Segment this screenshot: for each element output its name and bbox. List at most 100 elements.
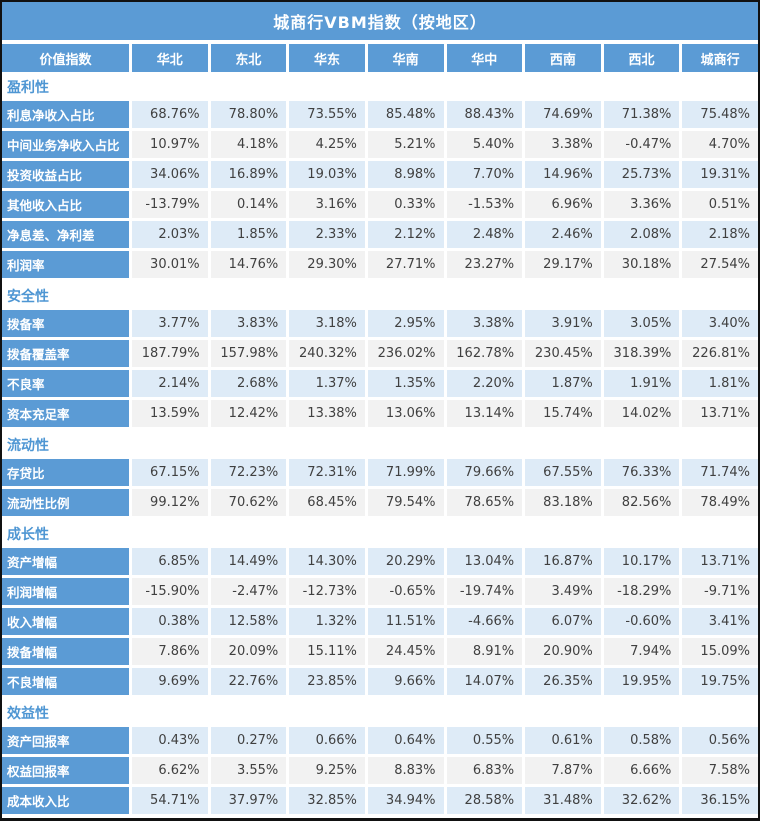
- value-cell: 318.39%: [603, 340, 680, 367]
- value-cell: 2.12%: [367, 221, 444, 248]
- index-column-header: 价值指数: [2, 44, 129, 72]
- value-cell: 24.45%: [367, 638, 444, 665]
- table-row: 权益回报率 6.62% 3.55% 9.25% 8.83% 6.83% 7.87% 6.66%…: [2, 757, 758, 784]
- value-cell: 0.27%: [210, 727, 287, 754]
- value-cell: 14.30%: [289, 548, 365, 575]
- row-label: 存贷比: [2, 459, 129, 486]
- value-cell: 19.75%: [682, 668, 758, 695]
- value-cell: 1.85%: [210, 221, 287, 248]
- table-row: 利息净收入占比 68.76% 78.80% 73.55% 85.48% 88.43% 74.…: [2, 101, 758, 128]
- table-row: 收入增幅 0.38% 12.58% 1.32% 11.51% -4.66% 6.07% -0.…: [2, 608, 758, 635]
- value-cell: 6.85%: [132, 548, 208, 575]
- value-cell: 12.42%: [210, 400, 287, 427]
- value-cell: -2.47%: [210, 578, 287, 605]
- value-cell: 71.74%: [682, 459, 758, 486]
- value-cell: 82.56%: [603, 489, 680, 516]
- region-column-header: 东北: [210, 44, 287, 72]
- value-cell: 10.97%: [132, 131, 208, 158]
- value-cell: 13.71%: [682, 548, 758, 575]
- value-cell: 23.85%: [289, 668, 365, 695]
- value-cell: 15.74%: [525, 400, 601, 427]
- section-heading: 流动性: [2, 430, 758, 459]
- value-cell: 3.38%: [446, 310, 523, 337]
- value-cell: 2.08%: [603, 221, 680, 248]
- value-cell: 0.66%: [289, 727, 365, 754]
- value-cell: 78.80%: [210, 101, 287, 128]
- value-cell: 3.36%: [603, 191, 680, 218]
- value-cell: 30.01%: [132, 251, 208, 278]
- row-label: 利息净收入占比: [2, 101, 129, 128]
- value-cell: 6.83%: [446, 757, 523, 784]
- value-cell: 1.91%: [603, 370, 680, 397]
- value-cell: 37.97%: [210, 787, 287, 814]
- row-label: 拨备率: [2, 310, 129, 337]
- value-cell: 13.71%: [682, 400, 758, 427]
- value-cell: 3.77%: [132, 310, 208, 337]
- value-cell: 9.69%: [132, 668, 208, 695]
- value-cell: 23.27%: [446, 251, 523, 278]
- value-cell: 4.18%: [210, 131, 287, 158]
- region-column-header: 华南: [367, 44, 444, 72]
- table-row: 成本收入比 54.71% 37.97% 32.85% 34.94% 28.58% 31.48…: [2, 787, 758, 814]
- value-cell: -15.90%: [132, 578, 208, 605]
- value-cell: 226.81%: [682, 340, 758, 367]
- value-cell: 36.15%: [682, 787, 758, 814]
- row-label: 拨备覆盖率: [2, 340, 129, 367]
- value-cell: 26.35%: [525, 668, 601, 695]
- region-column-header: 华中: [446, 44, 523, 72]
- value-cell: 3.49%: [525, 578, 601, 605]
- value-cell: 2.68%: [210, 370, 287, 397]
- value-cell: 5.40%: [446, 131, 523, 158]
- value-cell: 14.07%: [446, 668, 523, 695]
- value-cell: 162.78%: [446, 340, 523, 367]
- table-body: 盈利性 利息净收入占比 68.76% 78.80% 73.55% 85.48% 88.43%…: [2, 72, 758, 817]
- table-row: 拨备率 3.77% 3.83% 3.18% 2.95% 3.38% 3.91% 3.05% 3.…: [2, 310, 758, 337]
- value-cell: 30.18%: [603, 251, 680, 278]
- value-cell: 5.21%: [367, 131, 444, 158]
- value-cell: 16.87%: [525, 548, 601, 575]
- value-cell: 236.02%: [367, 340, 444, 367]
- value-cell: 67.55%: [525, 459, 601, 486]
- table-row: 资产增幅 6.85% 14.49% 14.30% 20.29% 13.04% 16.87% 1…: [2, 548, 758, 575]
- value-cell: 7.86%: [132, 638, 208, 665]
- section-heading: 效益性: [2, 698, 758, 727]
- value-cell: 1.37%: [289, 370, 365, 397]
- row-label: 流动性比例: [2, 489, 129, 516]
- value-cell: 2.03%: [132, 221, 208, 248]
- value-cell: 9.66%: [367, 668, 444, 695]
- table-row: 中间业务净收入占比 10.97% 4.18% 4.25% 5.21% 5.40% 3.38%…: [2, 131, 758, 158]
- value-cell: 240.32%: [289, 340, 365, 367]
- value-cell: 73.55%: [289, 101, 365, 128]
- value-cell: 0.56%: [682, 727, 758, 754]
- region-column-header: 华北: [132, 44, 208, 72]
- row-label: 中间业务净收入占比: [2, 131, 129, 158]
- value-cell: 3.91%: [525, 310, 601, 337]
- value-cell: 157.98%: [210, 340, 287, 367]
- value-cell: 7.70%: [446, 161, 523, 188]
- value-cell: 19.03%: [289, 161, 365, 188]
- value-cell: 27.71%: [367, 251, 444, 278]
- value-cell: 1.32%: [289, 608, 365, 635]
- value-cell: 2.14%: [132, 370, 208, 397]
- value-cell: 13.14%: [446, 400, 523, 427]
- row-label: 投资收益占比: [2, 161, 129, 188]
- value-cell: 15.09%: [682, 638, 758, 665]
- value-cell: 2.46%: [525, 221, 601, 248]
- row-label: 利润增幅: [2, 578, 129, 605]
- value-cell: 14.76%: [210, 251, 287, 278]
- value-cell: 20.09%: [210, 638, 287, 665]
- row-label: 利润率: [2, 251, 129, 278]
- value-cell: 0.64%: [367, 727, 444, 754]
- value-cell: 70.62%: [210, 489, 287, 516]
- value-cell: 15.11%: [289, 638, 365, 665]
- row-label: 不良增幅: [2, 668, 129, 695]
- value-cell: -0.47%: [603, 131, 680, 158]
- table-row: 流动性比例 99.12% 70.62% 68.45% 79.54% 78.65% 83.18…: [2, 489, 758, 516]
- value-cell: 3.83%: [210, 310, 287, 337]
- value-cell: 78.49%: [682, 489, 758, 516]
- value-cell: 22.76%: [210, 668, 287, 695]
- value-cell: 11.51%: [367, 608, 444, 635]
- table-row: 净息差、净利差 2.03% 1.85% 2.33% 2.12% 2.48% 2.46% 2.0…: [2, 221, 758, 248]
- row-label: 资本充足率: [2, 400, 129, 427]
- section-heading: 安全性: [2, 281, 758, 310]
